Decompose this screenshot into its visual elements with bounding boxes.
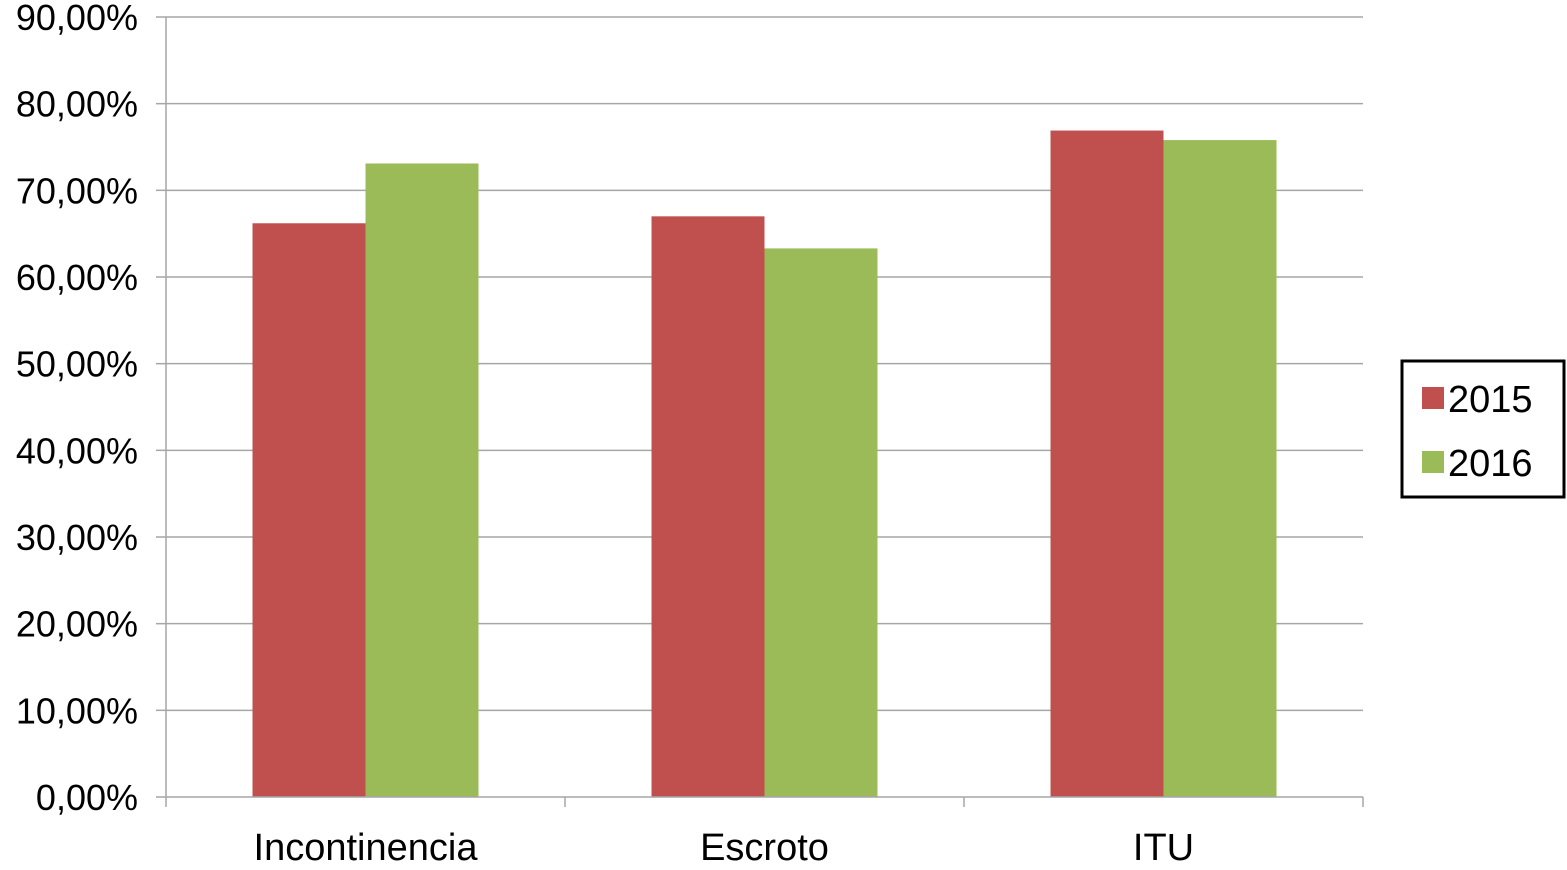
y-axis-tick-labels: 0,00% 10,00% 20,00% 30,00% 40,00% 50,00% 60,00… [16, 0, 138, 818]
x-tick-label: ITU [1133, 827, 1194, 869]
x-tick-label: Escroto [700, 827, 829, 869]
legend: 2015 2016 [1400, 359, 1566, 499]
legend-swatch-2015 [1422, 387, 1444, 409]
bar-2016-escroto [764, 248, 878, 797]
bars [252, 130, 1277, 798]
x-tick-label: Incontinencia [254, 827, 479, 869]
y-tick-label: 0,00% [36, 777, 138, 818]
legend-box [1400, 359, 1566, 499]
y-tick-label: 30,00% [16, 517, 138, 558]
y-tick-label: 60,00% [16, 257, 138, 298]
y-tick-label: 10,00% [16, 690, 138, 731]
y-tick-label: 20,00% [16, 604, 138, 645]
x-axis-tick-labels: Incontinencia Escroto ITU [254, 827, 1195, 869]
legend-label-2015: 2015 [1448, 379, 1533, 421]
bar-2015-escroto [651, 216, 765, 798]
y-tick-label: 70,00% [16, 170, 138, 211]
axes [156, 16, 1364, 807]
y-tick-label: 80,00% [16, 84, 138, 125]
bar-2016-itu [1163, 140, 1277, 798]
legend-swatch-2016 [1422, 451, 1444, 473]
y-tick-label: 90,00% [16, 0, 138, 38]
y-tick-label: 50,00% [16, 344, 138, 385]
bar-2015-incontinencia [252, 223, 366, 797]
legend-label-2016: 2016 [1448, 443, 1533, 485]
y-tick-label: 40,00% [16, 430, 138, 471]
bar-2015-itu [1050, 130, 1164, 798]
bar-2016-incontinencia [365, 163, 479, 797]
